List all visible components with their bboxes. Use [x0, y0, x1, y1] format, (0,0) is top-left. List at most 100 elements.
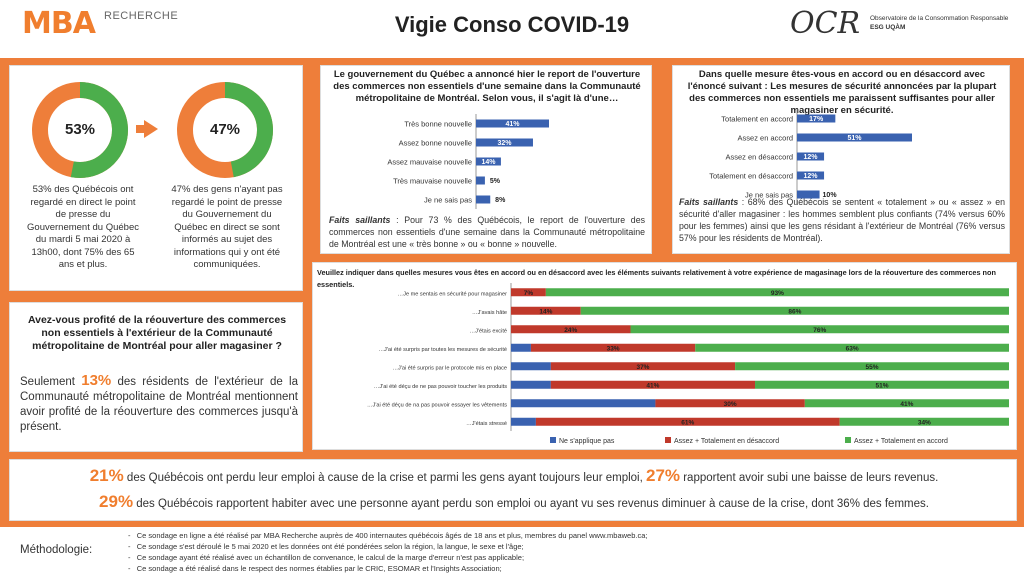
bar [476, 195, 491, 204]
category-label: Assez bonne nouvelle [399, 139, 472, 148]
data-label: 10% [823, 192, 838, 199]
data-label: 76% [813, 327, 826, 334]
legend-label: Assez + Totalement en accord [854, 438, 948, 445]
stats-line-2: 29% des Québécois rapportent habiter ave… [99, 492, 929, 511]
bar [797, 114, 836, 123]
category-label: …J'ai été déçu de ne pas pouvoir toucher… [374, 384, 507, 390]
category-label: Assez mauvaise nouvelle [387, 158, 472, 167]
q3-title: Veuillez indiquer dans quelles mesures v… [317, 268, 996, 289]
donut-1: 53% [30, 80, 130, 180]
legend-swatch [665, 437, 671, 443]
bar [797, 133, 912, 142]
data-label: 12% [804, 154, 819, 161]
category-label: …J'étais excité [470, 328, 507, 334]
data-label: 41% [900, 401, 913, 408]
methodology-item: - Ce sondage ayant été réalisé avec un é… [128, 553, 525, 562]
methodology-label: Méthodologie: [20, 544, 93, 556]
ocr-logo-text: Observatoire de la Consommation Responsa… [870, 15, 1009, 31]
data-label: 7% [524, 290, 534, 297]
data-label: 12% [804, 173, 819, 180]
mba-logo-sub: RECHERCHE [104, 10, 179, 22]
data-label: 17% [809, 116, 824, 123]
data-label: 86% [788, 308, 801, 315]
legend-swatch [550, 437, 556, 443]
data-label: 51% [876, 382, 889, 389]
category-label: …J'ai été surpris par toutes les mesures… [378, 347, 507, 353]
category-label: Très bonne nouvelle [404, 120, 472, 129]
category-label: Totalement en accord [721, 115, 793, 124]
data-label: 41% [646, 382, 659, 389]
stacked-bar-segment [511, 343, 531, 352]
category-label: Très mauvaise nouvelle [393, 177, 472, 186]
methodology-panel: Méthodologie: - Ce sondage en ligne a ét… [0, 527, 1024, 576]
data-label: 61% [681, 419, 694, 426]
stacked-bar-segment [545, 288, 1009, 297]
bar [476, 138, 533, 147]
stats-line-1: 21% des Québécois ont perdu leur emploi … [89, 466, 939, 485]
donut-1-chart [32, 82, 128, 178]
header [0, 0, 1024, 52]
ocr-logo: OCR [790, 6, 861, 41]
q4-panel: Avez-vous profité de la réouverture des … [9, 302, 303, 452]
q4-title: Avez-vous profité de la réouverture des … [27, 314, 287, 352]
legend-label: Ne s'applique pas [559, 438, 615, 445]
donut-1-label: 53% [64, 121, 96, 138]
stacked-bar-segment [511, 362, 551, 371]
q2-panel: Dans quelle mesure êtes-vous en accord o… [672, 65, 1010, 254]
category-label: …J'ai été déçu de na pas pouvoir essayer… [367, 402, 507, 408]
data-label: 32% [497, 140, 512, 147]
stacked-bar-segment [511, 306, 581, 315]
q1-chart: Très bonne nouvelle 41% Assez bonne nouvel… [387, 114, 549, 209]
category-label: Totalement en désaccord [709, 172, 793, 181]
data-label: 14% [481, 159, 496, 166]
data-label: 33% [607, 345, 620, 352]
data-label: 5% [490, 178, 501, 185]
donut-2-caption: 47% des gens n'ayant pas regardé le poin… [171, 184, 283, 270]
stacked-bar-segment [735, 362, 1009, 371]
stacked-bar-segment [550, 380, 756, 389]
data-label: 37% [636, 364, 649, 371]
q4-text: Seulement 13% des résidents de l'extérie… [20, 372, 298, 433]
bar [476, 157, 501, 166]
stacked-bar-segment [530, 343, 696, 352]
donut-2-chart [177, 82, 273, 178]
data-label: 14% [539, 308, 552, 315]
bar [797, 171, 825, 180]
methodology-item: - Ce sondage a été réalisé dans le respe… [128, 564, 502, 573]
donut-2: 47% [175, 80, 275, 180]
bar [797, 152, 825, 161]
legend-swatch [845, 437, 851, 443]
stacked-bar-segment [511, 417, 536, 426]
category-label: Assez en désaccord [725, 153, 793, 162]
category-label: …J'ai été surpris par le protocole mis e… [392, 365, 507, 371]
data-label: 24% [564, 327, 577, 334]
bar [476, 176, 485, 185]
stacked-bar-segment [839, 417, 1009, 426]
data-label: 51% [847, 135, 862, 142]
data-label: 8% [495, 197, 506, 204]
stacked-bar-segment [580, 306, 1009, 315]
q1-note: Faits saillants : Pour 73 % des Québécoi… [329, 215, 645, 249]
arrow-icon [144, 120, 158, 138]
stats-panel: 21% des Québécois ont perdu leur emploi … [9, 459, 1017, 521]
q2-title: Dans quelle mesure êtes-vous en accord o… [687, 69, 997, 116]
q3-panel: Veuillez indiquer dans quelles mesures v… [312, 262, 1017, 450]
arrow-icon-shaft [136, 125, 145, 133]
methodology-item: - Ce sondage s'est déroulé le 5 mai 2020… [128, 542, 524, 551]
stacked-bar-segment [655, 399, 805, 408]
donut-2-label: 47% [209, 121, 241, 138]
methodology-item: - Ce sondage en ligne a été réalisé par … [128, 531, 648, 540]
category-label: Assez en accord [738, 134, 793, 143]
page-title: Vigie Conso COVID-19 [394, 12, 630, 37]
data-label: 55% [866, 364, 879, 371]
donut-1-caption: 53% des Québécois ont regardé en direct … [27, 184, 139, 270]
q1-panel: Le gouvernement du Québec a annoncé hier… [320, 65, 652, 254]
stacked-bar-segment [550, 362, 736, 371]
data-label: 34% [918, 419, 931, 426]
bar [797, 190, 820, 199]
stacked-bar-segment [535, 417, 840, 426]
stacked-bar-segment [630, 325, 1009, 334]
stacked-bar-segment [511, 288, 546, 297]
donut-1-pct-slice [32, 82, 128, 178]
bar [476, 119, 549, 128]
